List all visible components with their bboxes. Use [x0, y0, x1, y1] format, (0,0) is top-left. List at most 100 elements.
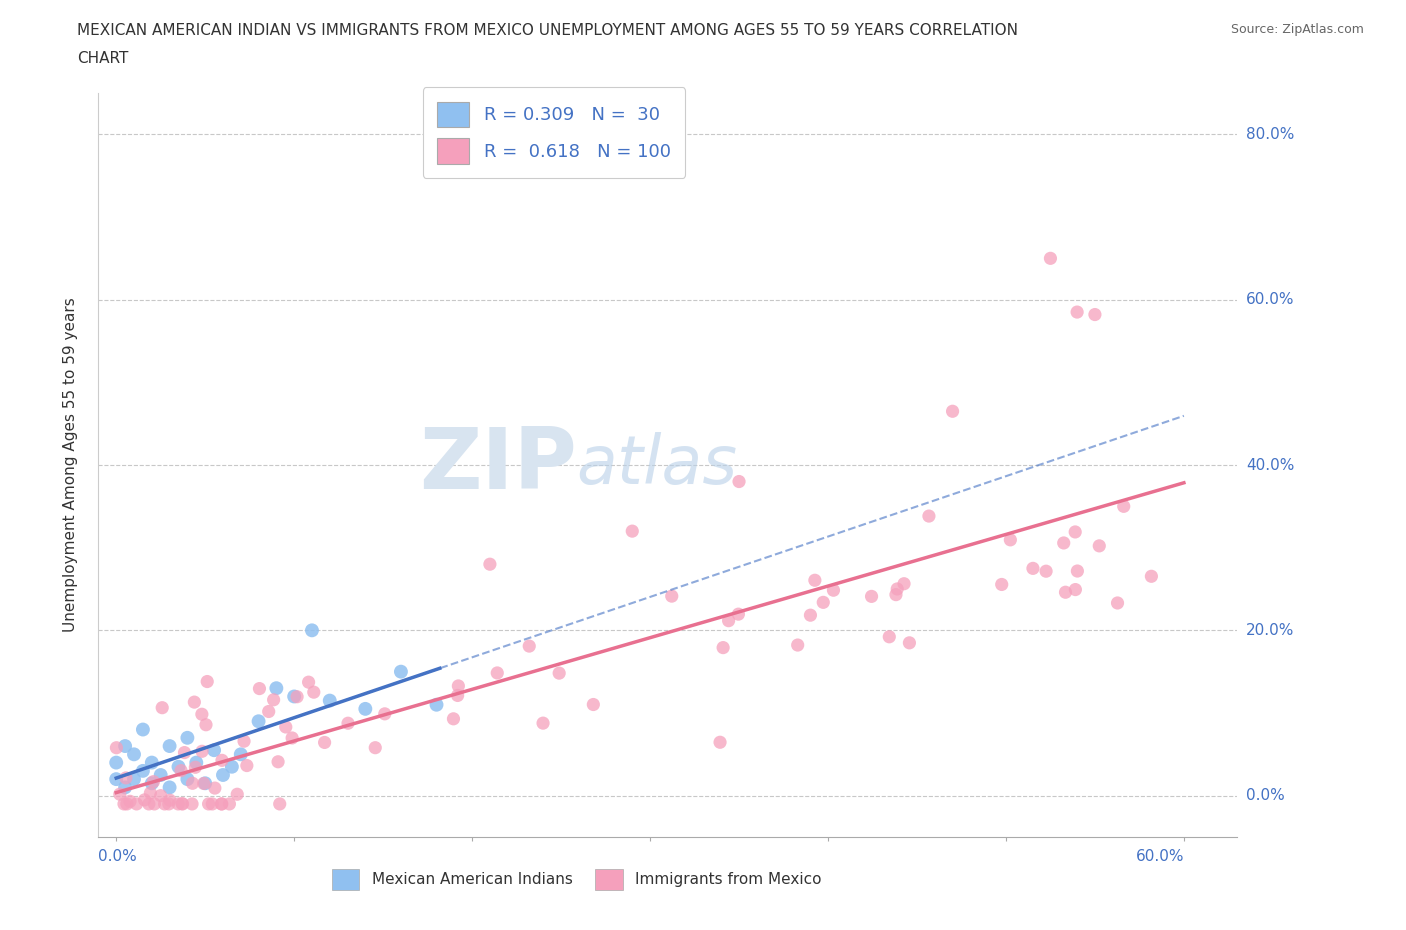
Point [159, 792, 181, 807]
Point [1107, 595, 1129, 610]
Point [886, 581, 908, 596]
Point [823, 583, 845, 598]
Point [115, 796, 138, 811]
Point [301, 623, 323, 638]
Point [191, 744, 214, 759]
Text: 80.0%: 80.0% [1246, 126, 1295, 142]
Point [337, 716, 360, 731]
Text: 20.0%: 20.0% [1246, 623, 1295, 638]
Point [172, 796, 194, 811]
Y-axis label: Unemployment Among Ages 55 to 59 years: Unemployment Among Ages 55 to 59 years [63, 298, 79, 632]
Legend: Mexican American Indians, Immigrants from Mexico: Mexican American Indians, Immigrants fro… [326, 862, 828, 897]
Point [364, 740, 387, 755]
Point [443, 711, 465, 726]
Point [990, 577, 1012, 591]
Point [727, 606, 749, 621]
Text: 0.0%: 0.0% [98, 849, 138, 864]
Point [1066, 564, 1088, 578]
Point [167, 796, 190, 811]
Text: CHART: CHART [77, 51, 129, 66]
Point [143, 796, 166, 811]
Point [211, 753, 233, 768]
Point [159, 738, 181, 753]
Point [211, 796, 233, 811]
Point [1088, 538, 1111, 553]
Point [149, 789, 172, 804]
Point [157, 796, 180, 811]
Point [249, 681, 271, 696]
Point [1084, 307, 1107, 322]
Point [582, 698, 605, 712]
Point [893, 577, 915, 591]
Point [263, 692, 285, 707]
Point [139, 786, 162, 801]
Point [281, 731, 304, 746]
Text: 40.0%: 40.0% [1246, 458, 1295, 472]
Point [1054, 585, 1077, 600]
Point [108, 787, 131, 802]
Text: 60.0%: 60.0% [1246, 292, 1295, 307]
Point [105, 772, 128, 787]
Point [138, 796, 160, 811]
Point [1064, 582, 1087, 597]
Point [141, 776, 163, 790]
Point [195, 674, 218, 689]
Point [884, 587, 907, 602]
Point [122, 772, 145, 787]
Point [374, 707, 396, 722]
Point [183, 695, 205, 710]
Point [446, 688, 468, 703]
Point [1064, 525, 1087, 539]
Point [486, 666, 509, 681]
Point [267, 754, 290, 769]
Point [167, 759, 190, 774]
Point [191, 707, 214, 722]
Point [283, 689, 305, 704]
Point [176, 730, 198, 745]
Point [1000, 532, 1022, 547]
Point [548, 666, 571, 681]
Point [142, 774, 165, 789]
Point [319, 693, 342, 708]
Point [1039, 251, 1062, 266]
Point [170, 796, 193, 811]
Point [1053, 536, 1076, 551]
Point [354, 701, 377, 716]
Point [184, 760, 207, 775]
Point [132, 722, 155, 737]
Point [266, 681, 288, 696]
Point [717, 613, 740, 628]
Point [661, 589, 683, 604]
Point [233, 734, 256, 749]
Point [236, 758, 259, 773]
Point [425, 698, 447, 712]
Point [1022, 561, 1045, 576]
Point [153, 796, 176, 811]
Point [285, 689, 308, 704]
Point [173, 745, 195, 760]
Point [297, 675, 319, 690]
Point [1112, 498, 1135, 513]
Point [197, 796, 219, 811]
Point [118, 794, 141, 809]
Point [229, 747, 252, 762]
Point [125, 796, 148, 811]
Point [211, 796, 233, 811]
Point [204, 780, 226, 795]
Point [186, 755, 208, 770]
Point [201, 796, 224, 811]
Point [202, 743, 225, 758]
Point [877, 630, 900, 644]
Point [112, 796, 135, 811]
Text: atlas: atlas [576, 432, 738, 498]
Point [134, 792, 156, 807]
Text: MEXICAN AMERICAN INDIAN VS IMMIGRANTS FROM MEXICO UNEMPLOYMENT AMONG AGES 55 TO : MEXICAN AMERICAN INDIAN VS IMMIGRANTS FR… [77, 23, 1018, 38]
Point [181, 796, 204, 811]
Point [269, 796, 291, 811]
Point [1066, 305, 1088, 320]
Point [711, 640, 734, 655]
Point [114, 738, 136, 753]
Point [212, 767, 235, 782]
Point [122, 747, 145, 762]
Point [478, 557, 501, 572]
